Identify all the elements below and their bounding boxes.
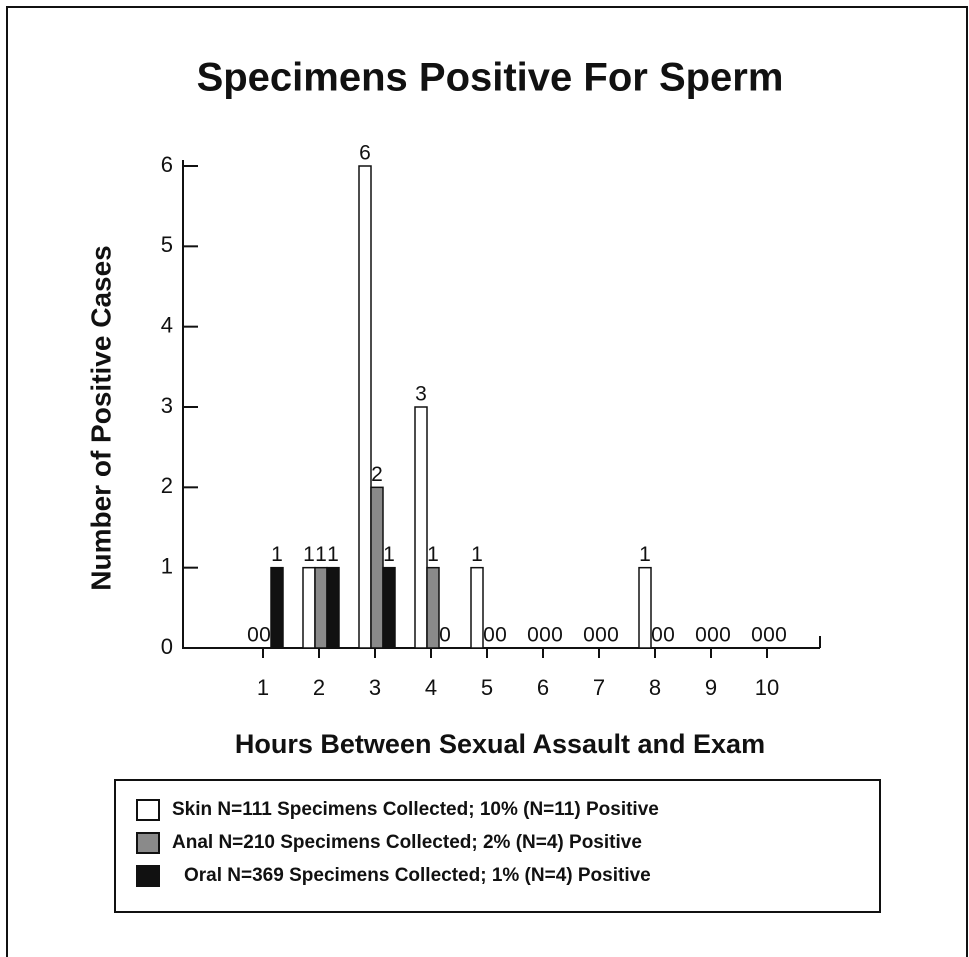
bar [426, 566, 440, 649]
legend-swatch [136, 865, 160, 887]
chart-title: Specimens Positive For Sperm [197, 56, 784, 100]
legend-swatch [136, 799, 160, 821]
x-tick-label: 4 [425, 675, 437, 700]
data-label: 1 [471, 543, 483, 566]
x-tick-label: 10 [755, 675, 779, 700]
data-label: 1 [315, 543, 327, 566]
bar [638, 566, 652, 649]
data-label: 1 [327, 543, 339, 566]
data-label: 0 [539, 624, 551, 647]
bar [470, 566, 484, 649]
data-label: 0 [719, 624, 731, 647]
y-axis-label: Number of Positive Cases [85, 245, 116, 590]
legend-label: Oral N=369 Specimens Collected; 1% (N=4)… [184, 865, 651, 886]
bar [382, 566, 396, 649]
data-label: 0 [247, 624, 259, 647]
data-label: 0 [763, 624, 775, 647]
bar [370, 486, 384, 649]
bar [326, 566, 340, 649]
bar [414, 406, 428, 649]
x-tick-label: 3 [369, 675, 381, 700]
data-label: 0 [527, 624, 539, 647]
x-tick-label: 8 [649, 675, 661, 700]
data-label: 3 [415, 383, 427, 406]
y-tick-label: 3 [161, 393, 173, 418]
bar [314, 566, 328, 649]
data-label: 1 [271, 543, 283, 566]
y-tick-label: 2 [161, 473, 173, 498]
data-label: 1 [639, 543, 651, 566]
x-tick-label: 9 [705, 675, 717, 700]
data-label: 1 [303, 543, 315, 566]
legend-box [114, 779, 881, 913]
bar [302, 566, 316, 649]
data-label: 0 [483, 624, 495, 647]
legend-label: Anal N=210 Specimens Collected; 2% (N=4)… [172, 832, 642, 853]
x-tick-label: 2 [313, 675, 325, 700]
data-label: 0 [695, 624, 707, 647]
data-label: 0 [775, 624, 787, 647]
data-label: 6 [359, 142, 371, 165]
data-label: 0 [651, 624, 663, 647]
data-label: 0 [439, 624, 451, 647]
data-label: 0 [707, 624, 719, 647]
legend-label: Skin N=111 Specimens Collected; 10% (N=1… [172, 799, 659, 820]
x-axis-label: Hours Between Sexual Assault and Exam [235, 729, 765, 759]
frame [6, 6, 968, 957]
bar [358, 165, 372, 649]
y-tick-label: 0 [161, 634, 173, 659]
x-tick-label: 7 [593, 675, 605, 700]
y-tick-label: 1 [161, 553, 173, 578]
data-label: 0 [583, 624, 595, 647]
data-label: 0 [259, 624, 271, 647]
data-label: 0 [607, 624, 619, 647]
data-label: 0 [495, 624, 507, 647]
y-tick-label: 5 [161, 232, 173, 257]
data-label: 0 [663, 624, 675, 647]
data-label: 2 [371, 463, 383, 486]
data-label: 1 [427, 543, 439, 566]
x-tick-label: 6 [537, 675, 549, 700]
data-label: 0 [551, 624, 563, 647]
legend-swatch [136, 832, 160, 854]
x-tick-label: 5 [481, 675, 493, 700]
data-label: 1 [383, 543, 395, 566]
data-label: 0 [751, 624, 763, 647]
y-tick-label: 4 [161, 312, 173, 337]
y-tick-label: 6 [161, 152, 173, 177]
bar [270, 566, 284, 649]
x-tick-label: 1 [257, 675, 269, 700]
data-label: 0 [595, 624, 607, 647]
